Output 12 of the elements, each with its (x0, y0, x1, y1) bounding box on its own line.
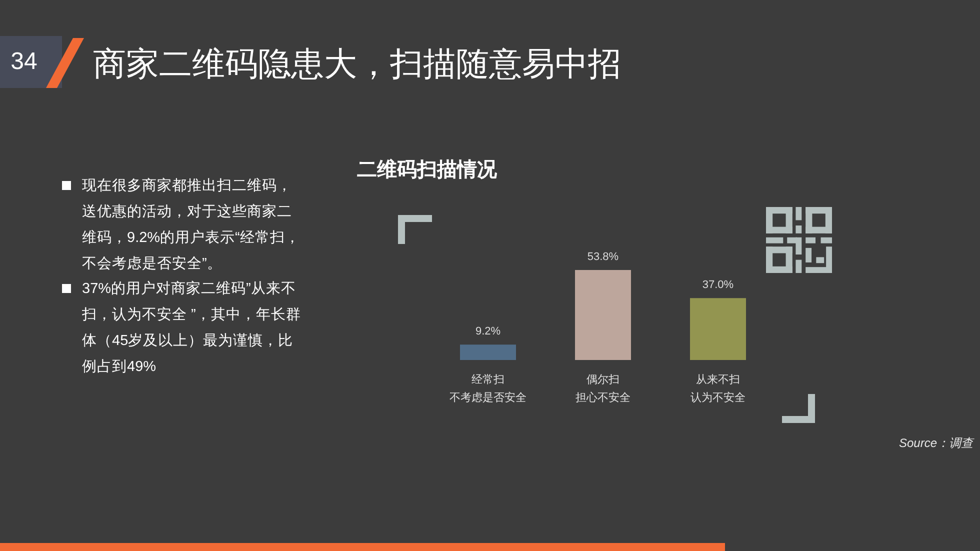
data-label: 9.2% (475, 326, 501, 338)
data-label: 37.0% (702, 279, 734, 292)
data-label: 53.8% (587, 251, 619, 263)
x-tick-label: 偶尔扫担心不安全 (576, 374, 630, 404)
text: 34 (10, 47, 38, 77)
text: 现在很多商家都推出扫二维码，送优惠的活动，对于这些商家二维码，9.2%的用户表示“经常扫，不会考虑是否安全”。 (82, 176, 301, 274)
text: 37%的用户对商家二维码”从来不扫，认为不安全 ”，其中，年长群体（45岁及以上）最为谨慎，比例占到49% (82, 280, 301, 377)
x-tick-label: 从来不扫认为不安全 (690, 373, 746, 404)
text: 商家二维码隐患大，扫描随意易中招 (93, 44, 621, 84)
x-tick-label: 经常扫不考虑是否安全 (450, 373, 526, 404)
source-note: Source：调查 (898, 435, 973, 451)
chart-title: 二维码扫描情况 (357, 158, 497, 182)
